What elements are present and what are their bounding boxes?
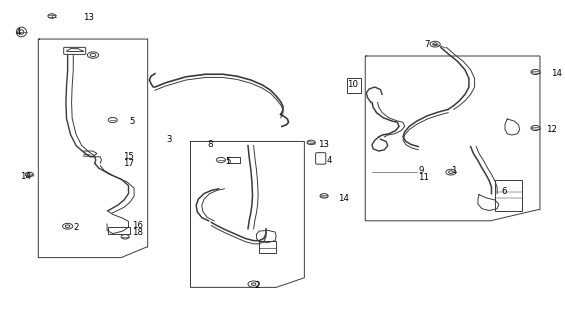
Text: 14: 14 (20, 172, 31, 180)
Text: 2: 2 (255, 281, 260, 290)
Text: 13: 13 (84, 13, 94, 22)
Text: 11: 11 (418, 173, 429, 182)
Text: 14: 14 (338, 194, 349, 203)
Text: 2: 2 (73, 223, 79, 232)
Text: 1: 1 (451, 166, 457, 175)
Bar (495, 180, 522, 211)
Text: 4: 4 (327, 156, 332, 165)
Text: 15: 15 (123, 152, 134, 161)
Text: 10: 10 (347, 80, 358, 89)
Text: 4: 4 (16, 28, 21, 36)
Text: 6: 6 (502, 188, 507, 196)
Text: 16: 16 (132, 221, 144, 230)
Text: 5: 5 (225, 157, 231, 166)
Text: 18: 18 (132, 228, 144, 237)
Bar (259, 241, 276, 253)
Text: 3: 3 (166, 135, 172, 144)
Text: 8: 8 (207, 140, 213, 149)
Bar (228, 157, 240, 163)
Text: 5: 5 (129, 117, 135, 126)
Text: 13: 13 (319, 140, 329, 149)
Text: 17: 17 (123, 159, 134, 168)
Text: 7: 7 (424, 40, 429, 49)
Bar (108, 227, 129, 234)
Text: 14: 14 (551, 69, 562, 78)
Text: 12: 12 (546, 125, 557, 134)
Text: 9: 9 (418, 166, 424, 175)
Bar (347, 78, 360, 93)
